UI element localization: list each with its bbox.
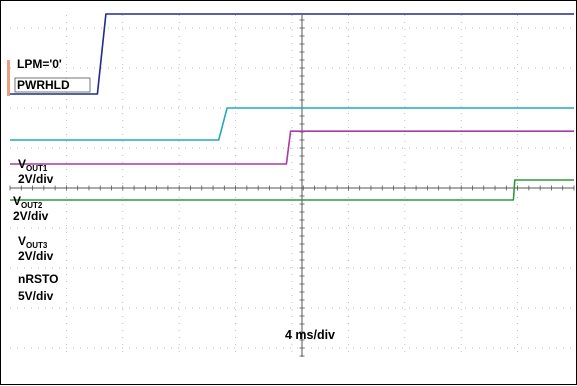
channel-label-subscript: OUT3: [26, 241, 48, 250]
channel-label-main: V: [18, 157, 26, 171]
pwrhld-label-box: [14, 77, 91, 93]
channel-label-vout2: VOUT2: [13, 194, 43, 210]
channel-label-pwrhld: PWRHLD: [17, 78, 70, 92]
trace-group: [10, 13, 574, 201]
graticule: [7, 15, 575, 357]
channel-label-subscript: OUT1: [26, 164, 48, 173]
trace-nrsto: [10, 179, 574, 201]
channel-label-subscript: OUT2: [21, 201, 43, 210]
channel-scale-vout1: 2V/div: [18, 172, 54, 186]
channel-label-main: V: [13, 194, 21, 208]
channel-label-main: PWRHLD: [17, 78, 70, 92]
trace-vout3: [10, 130, 574, 165]
channel-scale-nrsto: 5V/div: [18, 289, 54, 303]
channel-scale-vout2: 2V/div: [13, 209, 49, 223]
channel-label-vout3: VOUT3: [18, 234, 48, 250]
channel-label-main: nRSTO: [18, 272, 58, 286]
channel-labels: LPM='0'PWRHLDVOUT12V/divVOUT22V/divVOUT3…: [13, 57, 91, 303]
trace-vout1: [10, 13, 574, 95]
channel-label-lpm: LPM='0': [17, 57, 62, 71]
x-axis-label: 4 ms/div: [285, 328, 335, 342]
trace-vout2: [10, 107, 574, 141]
channel-label-nrsto: nRSTO: [18, 272, 58, 286]
channel-label-vout1: VOUT1: [18, 157, 48, 173]
channel-label-main: LPM='0': [17, 57, 62, 71]
ground-marker: [7, 60, 10, 96]
channel-scale-vout3: 2V/div: [18, 249, 54, 263]
channel-label-main: V: [18, 234, 26, 248]
